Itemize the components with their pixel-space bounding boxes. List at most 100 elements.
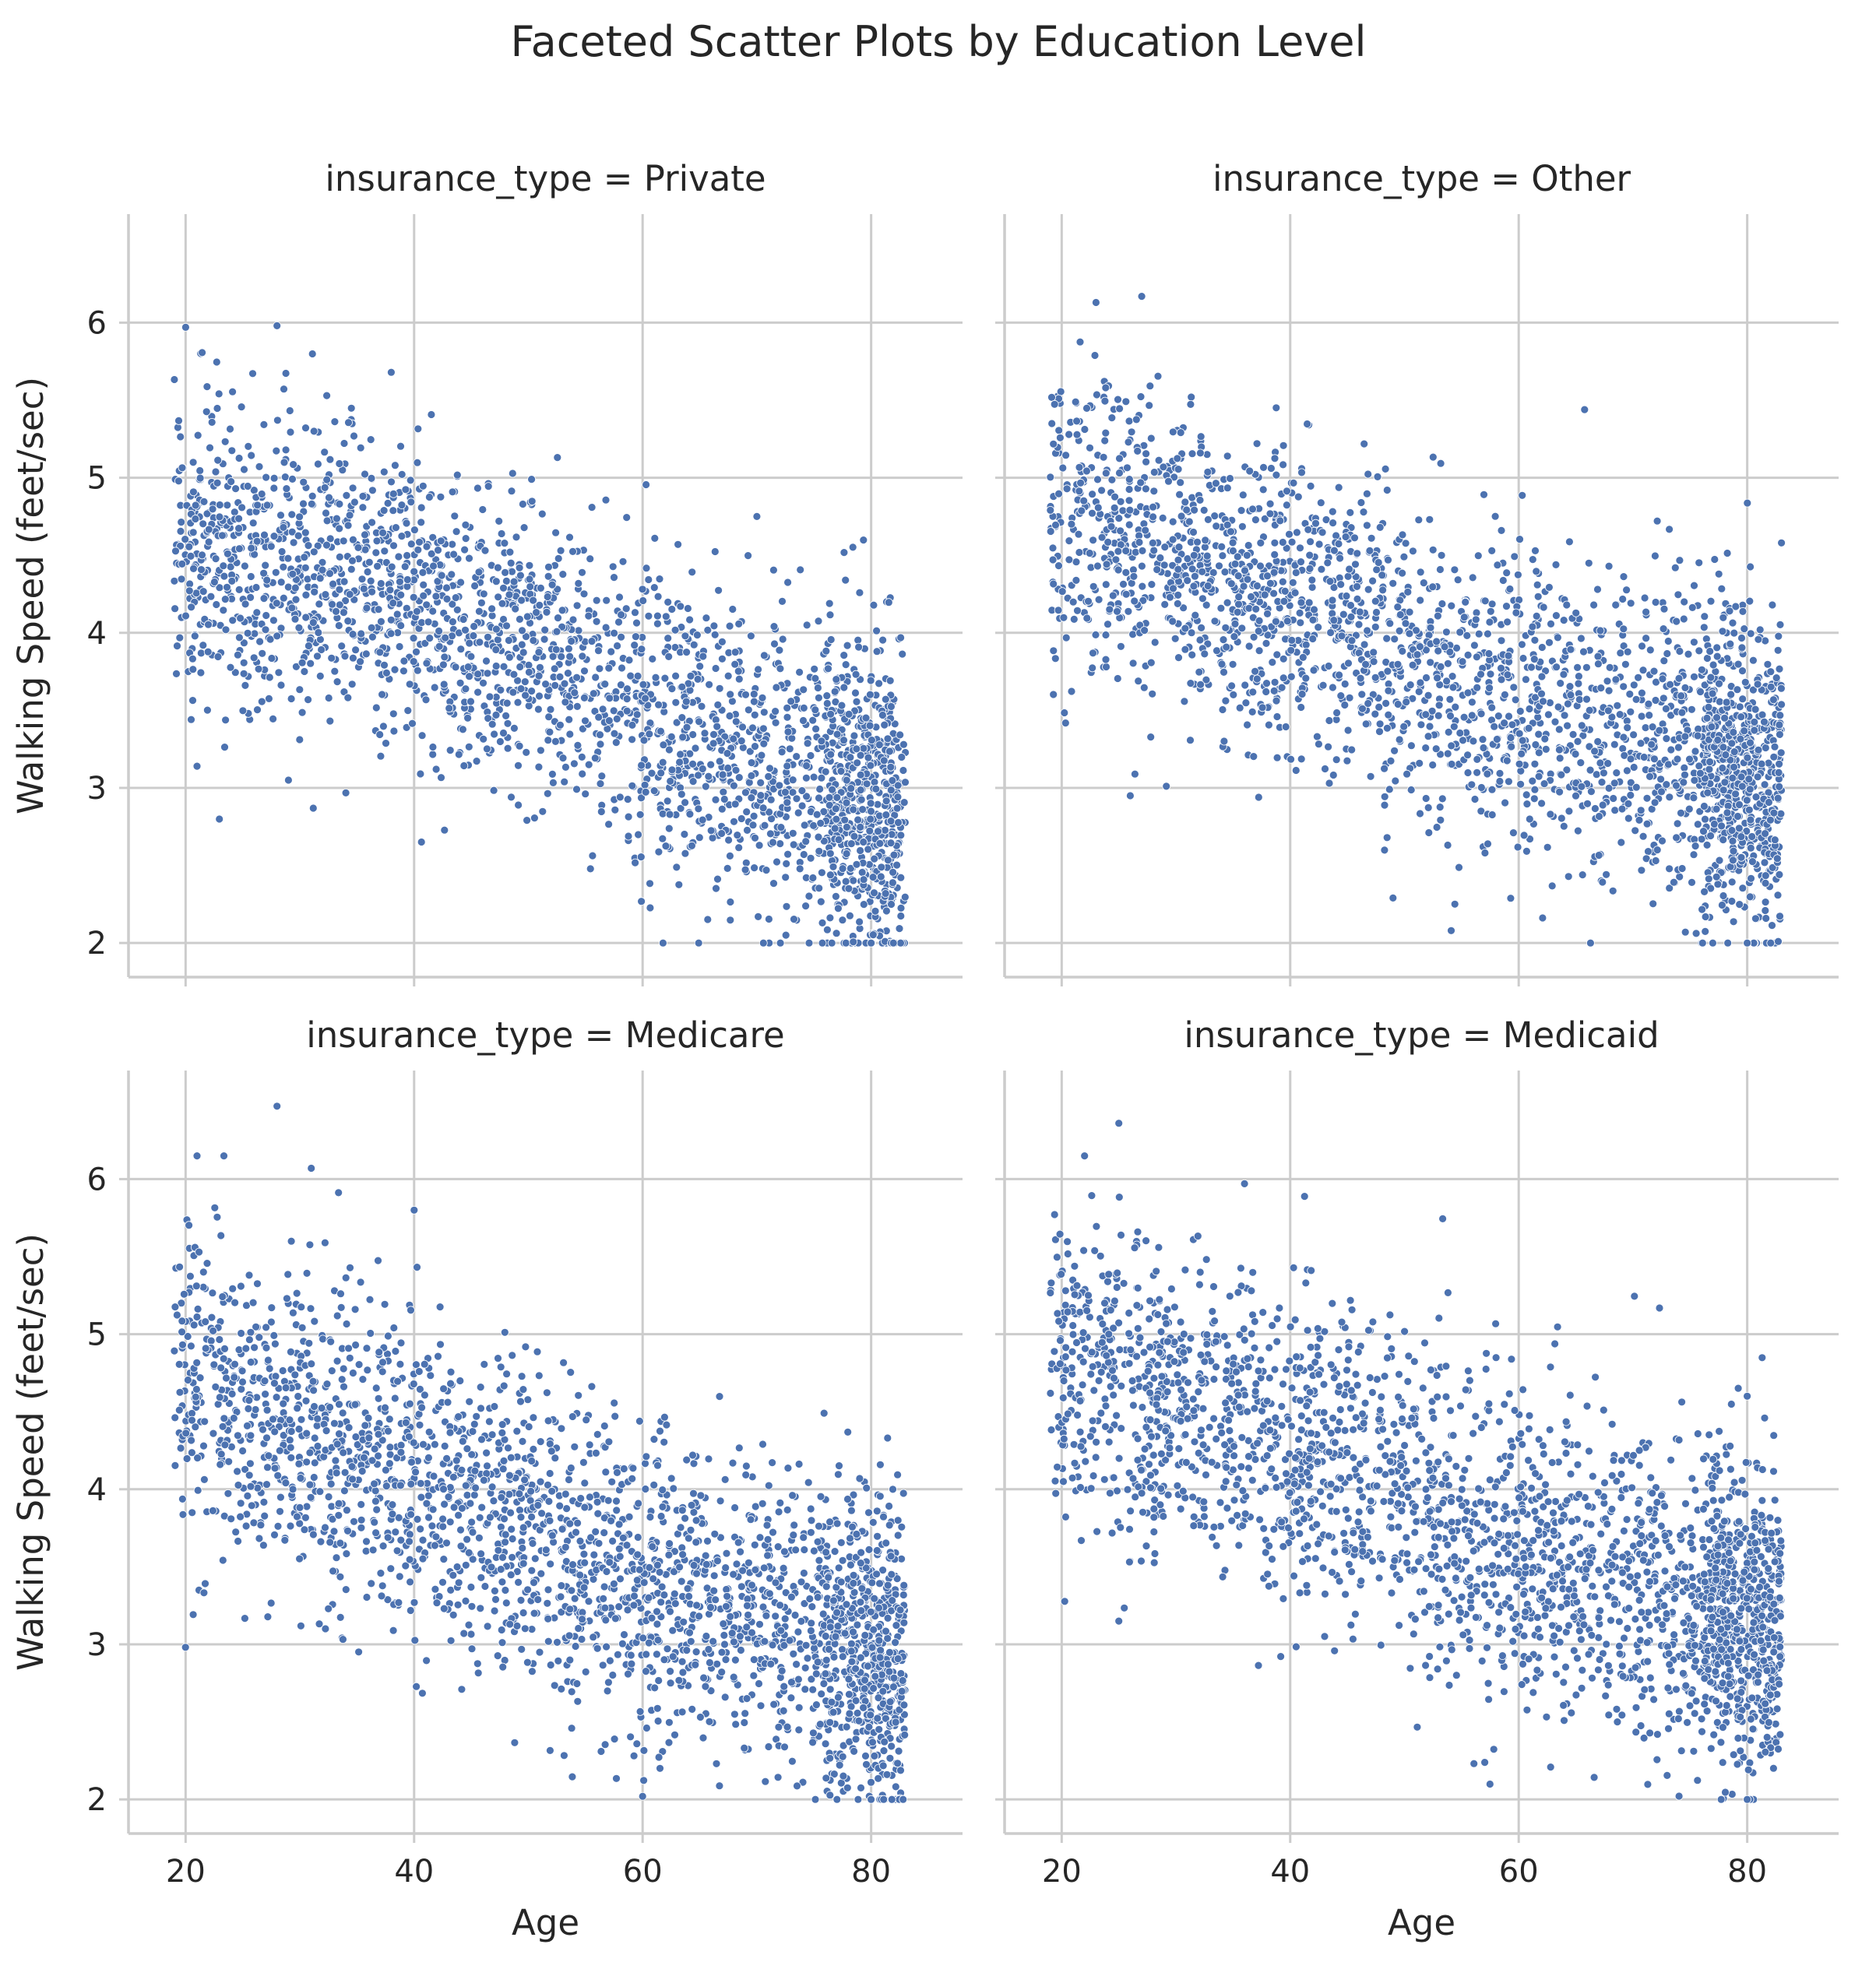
data-point (348, 556, 357, 565)
data-point (339, 608, 348, 617)
data-point (1193, 537, 1202, 547)
data-point (1366, 772, 1375, 781)
data-point (641, 788, 650, 796)
data-point (1765, 815, 1775, 825)
data-point (361, 649, 371, 659)
data-point (1571, 750, 1580, 758)
data-point (841, 938, 850, 948)
data-point (1608, 886, 1617, 895)
data-point (387, 477, 396, 487)
data-point (236, 614, 245, 623)
data-point (1180, 697, 1189, 706)
data-point (1162, 782, 1171, 791)
data-point (1259, 463, 1268, 472)
data-point (815, 846, 824, 856)
data-point (815, 793, 823, 803)
data-point (811, 724, 820, 733)
data-point (431, 765, 441, 774)
data-point (223, 549, 232, 558)
data-point (639, 736, 649, 745)
data-point (301, 563, 310, 572)
data-point (326, 569, 334, 578)
data-point (1545, 638, 1554, 647)
data-point (243, 628, 252, 638)
data-point (324, 694, 333, 702)
data-point (595, 664, 604, 673)
data-point (408, 719, 417, 728)
data-point (685, 615, 694, 624)
data-point (1761, 744, 1770, 752)
data-point (1565, 807, 1574, 816)
data-point (1537, 799, 1546, 808)
data-point (1196, 432, 1205, 441)
data-point (407, 540, 416, 549)
data-point (496, 737, 505, 746)
data-point (1142, 457, 1150, 466)
data-point (1486, 607, 1495, 616)
data-point (1345, 564, 1353, 574)
data-point (1258, 703, 1267, 712)
data-point (1507, 742, 1516, 751)
data-point (897, 753, 906, 761)
data-point (866, 676, 875, 685)
data-point (343, 617, 353, 625)
data-point (653, 619, 662, 628)
data-point (204, 525, 213, 534)
data-point (1133, 447, 1142, 455)
data-point (266, 542, 276, 551)
data-point (261, 561, 270, 570)
data-point (508, 567, 516, 576)
data-point (437, 773, 445, 782)
data-point (1501, 691, 1509, 699)
data-point (572, 702, 582, 711)
data-point (748, 723, 757, 733)
data-point (378, 690, 387, 699)
data-point (836, 767, 846, 775)
data-point (1389, 578, 1398, 588)
data-point (1230, 620, 1240, 628)
scatter-points (170, 321, 910, 948)
data-point (681, 697, 691, 706)
data-point (283, 775, 293, 785)
data-point (1506, 894, 1515, 903)
data-point (764, 772, 773, 781)
data-point (702, 614, 711, 623)
data-point (608, 562, 618, 571)
data-point (1754, 745, 1763, 754)
data-point (782, 860, 791, 868)
data-point (1485, 684, 1494, 692)
data-point (1186, 736, 1195, 745)
data-point (1677, 708, 1687, 717)
data-point (1329, 683, 1337, 692)
data-point (832, 929, 841, 938)
data-point (826, 709, 835, 719)
data-point (1681, 927, 1690, 937)
data-point (726, 852, 734, 860)
data-point (1329, 771, 1338, 779)
data-point (617, 680, 625, 689)
data-point (859, 875, 868, 884)
data-point (1283, 501, 1291, 510)
data-point (291, 595, 301, 604)
data-point (1237, 624, 1247, 633)
data-point (1473, 683, 1482, 692)
data-point (799, 685, 808, 694)
data-point (741, 858, 751, 867)
data-point (899, 740, 908, 749)
data-point (799, 716, 808, 725)
data-point (892, 803, 902, 813)
data-point (1252, 674, 1262, 684)
data-point (1428, 452, 1438, 462)
data-point (1077, 506, 1086, 515)
data-point (1776, 621, 1785, 629)
data-point (1220, 568, 1230, 576)
data-point (665, 810, 674, 819)
data-point (1776, 711, 1785, 720)
data-point (1615, 710, 1624, 719)
data-point (1515, 729, 1524, 738)
data-point (1201, 536, 1210, 545)
data-point (1243, 575, 1252, 584)
data-point (1487, 703, 1497, 712)
data-point (597, 772, 607, 781)
data-point (1056, 387, 1065, 396)
